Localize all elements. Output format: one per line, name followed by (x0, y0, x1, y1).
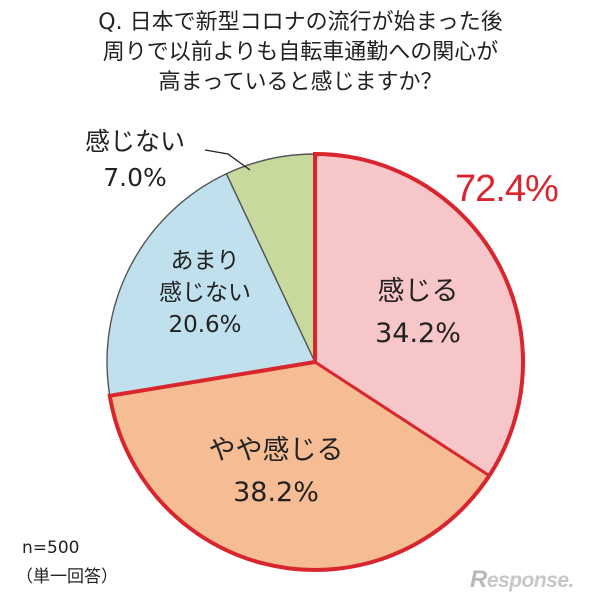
brand-logo-text: esponse. (486, 569, 575, 592)
chart-title-line-2: 周りで以前よりも自転車通勤への関心が (102, 40, 499, 65)
highlight-outline (107, 151, 525, 572)
slice-3-name-label: あまり (171, 248, 240, 274)
slice-4-value-label: 7.0% (103, 163, 167, 192)
brand-logo-mark: R (470, 566, 487, 593)
brand-logo: Response. (470, 566, 574, 594)
chart-title-line-3: 高まっていると感じますか？ (158, 70, 443, 95)
sample-size-note: n=500 (22, 538, 80, 558)
pie-slice-3 (106, 172, 317, 397)
label-leader-line (204, 149, 251, 171)
slice-4-name-label: 感じない (85, 127, 185, 156)
slice-2-name-label: やや感じる (209, 435, 344, 466)
answer-type-note: （単一回答） (16, 567, 118, 587)
chart-title-line-1: Q. 日本で新型コロナの流行が始まった後 (98, 10, 503, 35)
slice-2-value-label: 38.2% (233, 477, 319, 508)
slice-3-name-label: 感じない (159, 280, 251, 306)
highlight-divider (314, 360, 491, 477)
highlight-total-label: 72.4% (455, 168, 559, 210)
slice-1-value-label: 34.2% (375, 318, 461, 349)
slice-3-value-label: 20.6% (168, 312, 241, 338)
slice-1-name-label: 感じる (378, 276, 459, 307)
